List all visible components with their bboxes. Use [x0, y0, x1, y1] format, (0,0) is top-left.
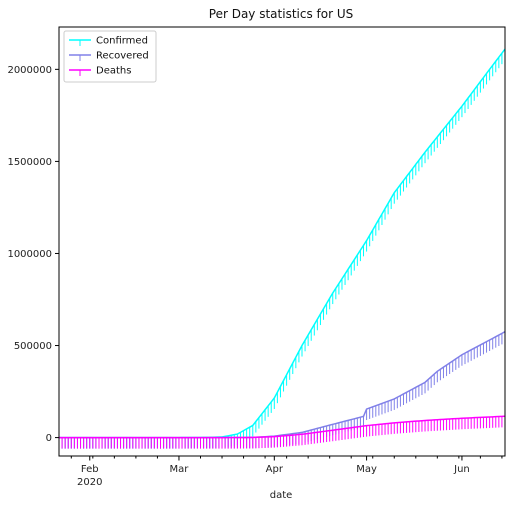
y-tick-label: 1000000	[7, 249, 52, 260]
y-tick-label: 2000000	[7, 65, 52, 76]
x-tick-label: Mar	[170, 464, 190, 475]
y-tick-label: 1500000	[7, 157, 52, 168]
y-tick-label: 0	[46, 433, 52, 444]
series-line-confirmed	[59, 48, 506, 439]
legend-label: Confirmed	[96, 36, 148, 47]
plot-frame	[58, 26, 506, 457]
x-tick-label: May	[356, 464, 377, 475]
chart-title: Per Day statistics for US	[209, 7, 353, 21]
series-line-deaths	[59, 415, 506, 439]
series-deaths	[58, 415, 506, 449]
legend-item-confirmed: Confirmed	[69, 36, 148, 47]
y-tick-label: 500000	[14, 341, 52, 352]
x-tick-label: Apr	[266, 464, 284, 475]
x-axis-label: date	[270, 490, 293, 501]
x-tick-label: Jun	[453, 464, 470, 475]
axes: 0 500000 1000000 1500000 2000000 Feb 2020 Mar Ap…	[7, 65, 503, 488]
legend-label: Deaths	[96, 66, 131, 77]
legend-item-recovered: Recovered	[69, 51, 149, 62]
legend: Confirmed Recovered Deaths	[63, 30, 157, 83]
plot-area	[58, 48, 506, 449]
x-tick-sublabel: 2020	[77, 477, 102, 488]
series-recovered	[58, 331, 506, 449]
legend-item-deaths: Deaths	[69, 66, 131, 77]
series-confirmed	[58, 48, 506, 449]
x-tick-label: Feb	[81, 464, 99, 475]
legend-label: Recovered	[96, 51, 149, 62]
